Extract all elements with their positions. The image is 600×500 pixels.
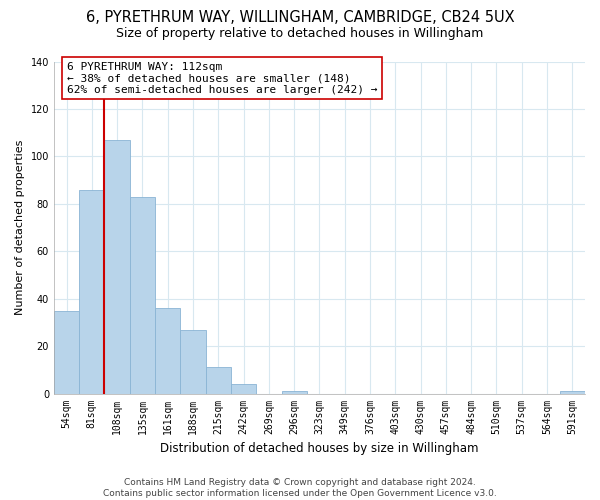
Text: Size of property relative to detached houses in Willingham: Size of property relative to detached ho… bbox=[116, 28, 484, 40]
Text: 6, PYRETHRUM WAY, WILLINGHAM, CAMBRIDGE, CB24 5UX: 6, PYRETHRUM WAY, WILLINGHAM, CAMBRIDGE,… bbox=[86, 10, 514, 25]
Bar bbox=[231, 384, 256, 394]
Bar bbox=[560, 391, 585, 394]
Text: Contains HM Land Registry data © Crown copyright and database right 2024.
Contai: Contains HM Land Registry data © Crown c… bbox=[103, 478, 497, 498]
Bar bbox=[206, 368, 231, 394]
Bar bbox=[104, 140, 130, 394]
Bar bbox=[281, 391, 307, 394]
Bar bbox=[54, 310, 79, 394]
Bar bbox=[181, 330, 206, 394]
Bar bbox=[155, 308, 181, 394]
Bar bbox=[79, 190, 104, 394]
X-axis label: Distribution of detached houses by size in Willingham: Distribution of detached houses by size … bbox=[160, 442, 479, 455]
Text: 6 PYRETHRUM WAY: 112sqm
← 38% of detached houses are smaller (148)
62% of semi-d: 6 PYRETHRUM WAY: 112sqm ← 38% of detache… bbox=[67, 62, 377, 94]
Bar bbox=[130, 196, 155, 394]
Y-axis label: Number of detached properties: Number of detached properties bbox=[15, 140, 25, 315]
